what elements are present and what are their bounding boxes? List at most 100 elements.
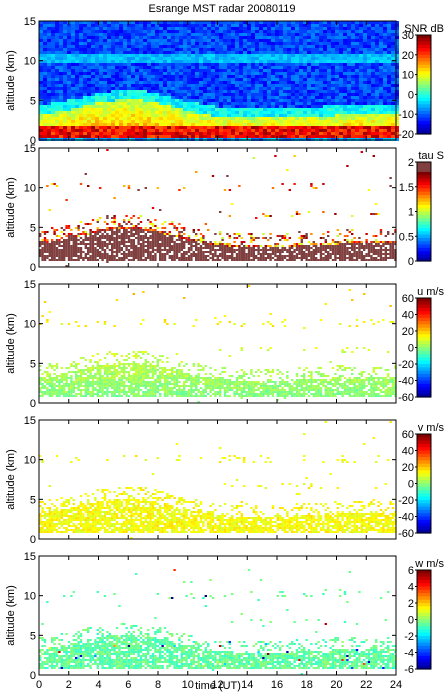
heatmap-cell (130, 245, 133, 247)
heatmap-cell (87, 233, 90, 235)
heatmap-cell (383, 84, 387, 87)
heatmap-cell (347, 96, 351, 99)
heatmap-cell (83, 69, 87, 72)
heatmap-cell (375, 33, 379, 36)
heatmap-cell (391, 75, 395, 78)
heatmap-cell (147, 132, 151, 135)
heatmap-cell (327, 66, 331, 69)
heatmap-cell (120, 239, 123, 241)
heatmap-cell (87, 135, 91, 138)
heatmap-cell (142, 235, 145, 237)
heatmap-cell (91, 96, 95, 99)
heatmap-cell (119, 96, 123, 99)
heatmap-cell (123, 96, 127, 99)
heatmap-cell (315, 81, 319, 84)
heatmap-cell (300, 247, 303, 249)
heatmap-cell (55, 249, 59, 251)
heatmap-cell (315, 24, 319, 27)
heatmap-cell (135, 69, 139, 72)
heatmap-cell (315, 60, 319, 63)
heatmap-cell (275, 48, 279, 51)
heatmap-cell (135, 105, 139, 108)
heatmap-cell (171, 135, 175, 138)
heatmap-cell (123, 231, 126, 233)
heatmap-cell (53, 229, 56, 231)
heatmap-cell (202, 253, 205, 255)
heatmap-cell (235, 84, 239, 87)
heatmap-cell (187, 63, 191, 66)
heatmap-cell (83, 102, 87, 105)
heatmap-cell (91, 108, 95, 111)
heatmap-cell (211, 114, 215, 117)
heatmap-cell (355, 87, 359, 90)
heatmap-cell (67, 57, 71, 60)
heatmap-cell (359, 51, 363, 54)
heatmap-cell (123, 129, 127, 132)
heatmap-cell (298, 253, 301, 255)
heatmap-cell (185, 259, 188, 261)
heatmap-cell (113, 221, 116, 223)
heatmap-cell (207, 114, 211, 117)
heatmap-cell (175, 129, 179, 132)
heatmap-cell (79, 84, 83, 87)
heatmap-cell (123, 219, 126, 221)
heatmap-cell (359, 102, 363, 105)
heatmap-cell (257, 257, 260, 259)
heatmap-cell (99, 237, 102, 239)
heatmap-cell (108, 239, 111, 241)
heatmap-cell (119, 102, 123, 105)
heatmap-cell (271, 135, 275, 138)
heatmap-cell (135, 51, 139, 54)
heatmap-cell (103, 78, 107, 81)
heatmap-cell (283, 78, 287, 81)
heatmap-cell (149, 237, 152, 239)
heatmap-cell (299, 42, 303, 45)
heatmap-cell (204, 223, 207, 225)
heatmap-cell (60, 259, 63, 261)
heatmap-cell (79, 111, 83, 114)
heatmap-cell (47, 51, 51, 54)
heatmap-cell (203, 69, 207, 72)
heatmap-cell (60, 253, 63, 255)
heatmap-cell (291, 123, 295, 126)
heatmap-cell (187, 48, 191, 51)
heatmap-cell (279, 90, 283, 93)
heatmap-cell (151, 54, 155, 57)
heatmap-cell (259, 84, 263, 87)
heatmap-cell (75, 78, 79, 81)
heatmap-cell (315, 63, 319, 66)
heatmap-cell (77, 249, 80, 251)
heatmap-cell (99, 129, 103, 132)
heatmap-cell (83, 36, 87, 39)
heatmap-cell (75, 30, 79, 33)
heatmap-cell (39, 33, 43, 36)
heatmap-cell (171, 96, 175, 99)
heatmap-cell (139, 57, 143, 60)
heatmap-cell (171, 78, 175, 81)
heatmap-cell (151, 245, 155, 247)
heatmap-cell (139, 105, 143, 108)
heatmap-cell (339, 27, 343, 30)
heatmap-cell (227, 132, 231, 135)
heatmap-cell (219, 36, 223, 39)
heatmap-cell (211, 51, 215, 54)
heatmap-cell (59, 90, 63, 93)
heatmap-cell (87, 63, 91, 66)
heatmap-cell (271, 87, 275, 90)
heatmap-cell (204, 257, 207, 259)
heatmap-cell (191, 87, 195, 90)
heatmap-cell (375, 135, 379, 138)
heatmap-cell (223, 84, 227, 87)
heatmap-cell (53, 259, 56, 261)
heatmap-cell (279, 36, 283, 39)
heatmap-cell (231, 30, 235, 33)
heatmap-cell (319, 78, 323, 81)
heatmap-cell (135, 253, 138, 255)
heatmap-cell (107, 48, 111, 51)
heatmap-cell (287, 75, 291, 78)
heatmap-cell (127, 108, 131, 111)
heatmap-cell (139, 42, 143, 45)
heatmap-cell (287, 96, 291, 99)
heatmap-cell (115, 253, 119, 255)
heatmap-cell (151, 135, 155, 138)
